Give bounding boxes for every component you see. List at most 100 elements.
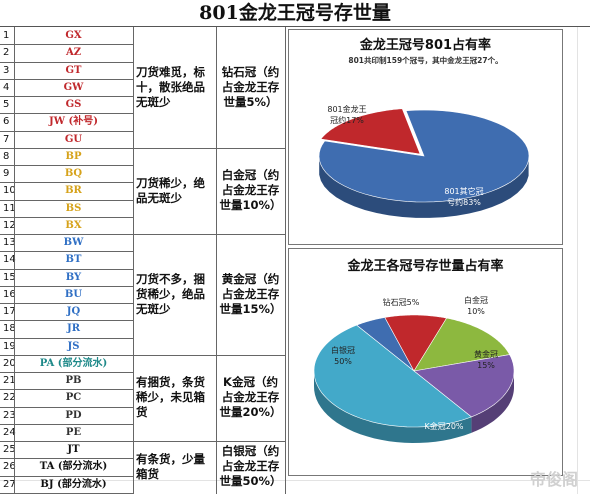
crown-category: 钻石冠（约占金龙王存世量5%） [216, 27, 285, 148]
crown-category: K金冠（约占金龙王存世量20%） [216, 355, 285, 441]
crown-code-cell: JT [67, 444, 80, 455]
pie-data-label: 冠约17% [330, 115, 364, 125]
row-divider [0, 78, 133, 80]
row-number: 4 [3, 81, 10, 93]
pie-data-label: 50% [334, 357, 352, 366]
sheet-title: 801金龙王冠号存世量 [0, 0, 590, 27]
pie-data-label: 10% [467, 307, 485, 316]
row-divider [0, 492, 133, 494]
crown-category-text: 白银冠（约占金龙王存世量50%） [219, 444, 282, 489]
pie-slice [320, 108, 421, 155]
row-divider [0, 61, 133, 63]
row-number: 8 [3, 150, 10, 162]
row-divider [0, 251, 133, 253]
chart-title: 金龙王各冠号存世量占有率 [347, 259, 504, 274]
crown-code-cell: PC [65, 392, 82, 404]
pie-data-label: 801金龙王 [327, 104, 366, 114]
row-divider [0, 337, 133, 339]
row-divider [0, 285, 133, 287]
crown-code-cell: BT [65, 254, 82, 266]
row-number: 10 [3, 185, 16, 197]
pie-slice [384, 314, 448, 372]
pie-data-label: 钻石冠5% [383, 297, 420, 307]
row-divider [0, 165, 133, 166]
crown-category-text: 白金冠（约占金龙王存世量10%） [219, 168, 282, 213]
crown-code-cell: AZ [65, 47, 82, 59]
availability-text: 有捆货，条货稀少，未见箱货 [136, 375, 205, 420]
crown-code-cell: GT [65, 64, 82, 76]
crown-code-cell: BP [65, 150, 82, 162]
row-number: 7 [3, 133, 10, 145]
column-divider [133, 27, 134, 494]
availability-note: 有捆货，条货稀少，未见箱货 [133, 355, 216, 441]
pie-data-label: 号约83% [447, 197, 481, 207]
grid-line [577, 27, 578, 494]
row-divider [0, 182, 133, 184]
chart-panel-801-share: 金龙王冠号801占有率 801共印制159个冠号，其中金龙王冠27个。 801金… [288, 29, 563, 245]
chart-subtitle: 801共印制159个冠号，其中金龙王冠27个。 [348, 56, 503, 65]
pie-slice [413, 354, 515, 418]
pie-data-label: 801其它冠 [444, 186, 483, 196]
grid-line [0, 480, 590, 481]
availability-note: 刀货难觅，标十，散张绝品无斑少 [133, 27, 216, 148]
watermark: 帝俊阁 [529, 470, 578, 489]
row-number: 27 [3, 478, 16, 490]
crown-code-cell: BS [65, 202, 82, 214]
crown-category: 白金冠（约占金龙王存世量10%） [216, 148, 285, 234]
row-divider [0, 199, 133, 201]
pie-chart-crowns: 钻石冠5% 白金冠 10% 黄金冠 15% K金冠20% 白银冠 50% [313, 295, 515, 443]
row-divider [0, 303, 133, 304]
crown-category: 黄金冠（约占金龙王存世量15%） [216, 234, 285, 355]
row-number: 11 [3, 202, 16, 214]
pie-slice [355, 317, 415, 372]
column-divider [216, 27, 217, 494]
row-number: 13 [3, 237, 16, 248]
pie-data-label: K金冠20% [424, 421, 463, 431]
row-divider [0, 96, 133, 97]
row-number: 3 [3, 64, 10, 76]
crown-code-cell: PD [65, 409, 82, 421]
row-number: 25 [3, 444, 16, 455]
row-number: 22 [3, 392, 16, 404]
row-divider [0, 406, 133, 408]
row-divider [0, 389, 133, 391]
crown-code-cell: PA (部分流水) [39, 357, 108, 369]
crown-category: 白银冠（约占金龙王存世量50%） [216, 441, 285, 493]
row-number: 19 [3, 340, 16, 352]
crown-code-cell: JQ [66, 306, 81, 317]
row-divider [0, 475, 133, 477]
crown-code-cell: BQ [64, 168, 83, 179]
crown-code-cell: GX [65, 30, 82, 41]
row-number: 17 [3, 306, 16, 317]
crown-code-cell: BR [65, 185, 82, 197]
crown-code-cell: PE [65, 426, 82, 438]
row-number: 14 [3, 254, 16, 266]
row-divider [0, 458, 133, 460]
row-number: 23 [3, 409, 16, 421]
pie-slice [313, 324, 473, 428]
row-number: 6 [3, 116, 10, 128]
crown-category-text: 钻石冠（约占金龙王存世量5%） [221, 64, 280, 109]
pie-slice-side [314, 370, 472, 443]
crown-code-cell: BJ (部分流水) [40, 478, 107, 490]
crown-code-cell: JW (补号) [49, 116, 98, 128]
pie-data-label: 白金冠 [464, 295, 488, 305]
crown-code-cell: BW [63, 237, 84, 248]
crown-category-text: 黄金冠（约占金龙王存世量15%） [219, 271, 282, 316]
crown-category-text: K金冠（约占金龙王存世量20%） [219, 375, 282, 420]
row-divider [0, 216, 133, 218]
pie-slice-side [471, 370, 514, 433]
row-number: 16 [3, 288, 16, 300]
crown-code-cell: JR [66, 323, 81, 335]
availability-text: 刀货难觅，标十，散张绝品无斑少 [136, 64, 205, 109]
crown-code-cell: JS [67, 340, 80, 352]
crown-code-cell: GU [64, 133, 83, 145]
row-number: 18 [3, 323, 16, 335]
pie-data-label: 黄金冠 [474, 349, 498, 359]
availability-note: 有条货，少量箱货 [133, 441, 216, 493]
row-divider [0, 320, 133, 322]
row-divider [0, 44, 133, 46]
row-number: 20 [3, 357, 16, 369]
